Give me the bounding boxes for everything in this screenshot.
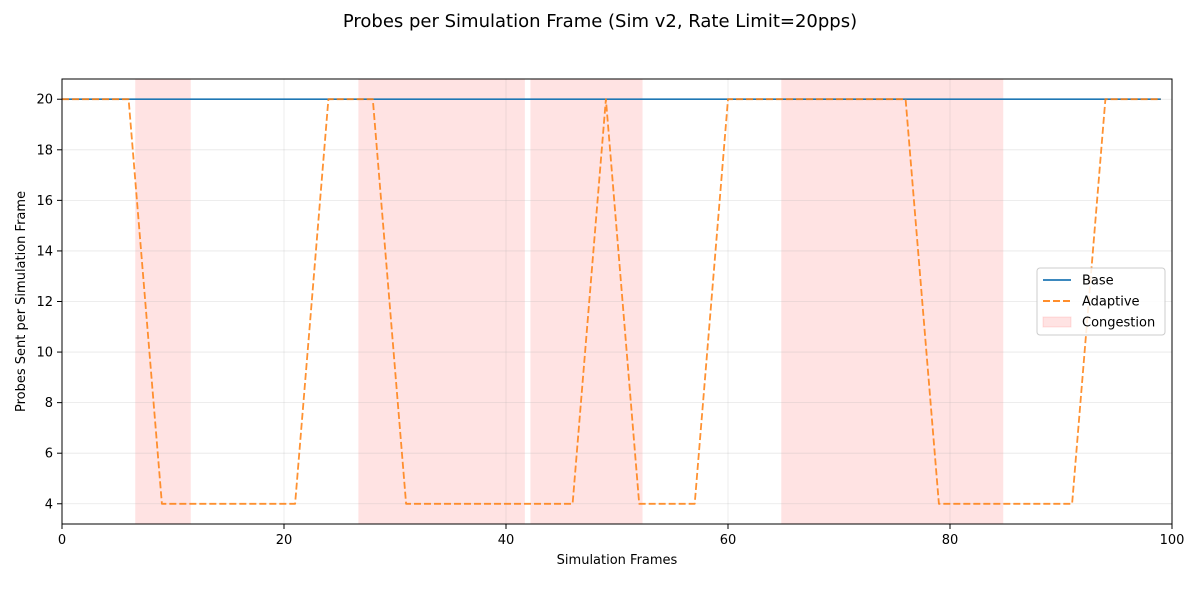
- congestion-band-3: [781, 79, 1004, 524]
- x-tick-label: 80: [942, 533, 959, 548]
- x-tick-label: 0: [58, 533, 66, 548]
- legend-label-congestion: Congestion: [1082, 316, 1155, 331]
- x-axis-label: Simulation Frames: [557, 553, 678, 568]
- y-tick-label: 6: [45, 447, 53, 462]
- congestion-band-0: [135, 79, 191, 524]
- x-tick-label: 20: [276, 533, 293, 548]
- y-tick-label: 18: [36, 143, 53, 158]
- legend: Base Adaptive Congestion: [1036, 267, 1166, 336]
- y-tick-label: 14: [36, 244, 53, 259]
- x-tick-label: 40: [498, 533, 515, 548]
- y-tick-label: 20: [36, 93, 53, 108]
- legend-label-base: Base: [1082, 274, 1114, 289]
- y-axis-label: Probes Sent per Simulation Frame: [14, 191, 29, 412]
- chart-title: Probes per Simulation Frame (Sim v2, Rat…: [343, 11, 857, 32]
- legend-label-adaptive: Adaptive: [1082, 295, 1140, 310]
- y-tick-label: 12: [36, 295, 53, 310]
- ticks-layer: 0 20 40 60 80 100 4 6 8 10 12 14 16 18 20: [36, 93, 1184, 548]
- y-tick-label: 8: [45, 396, 53, 411]
- congestion-band-2: [530, 79, 643, 524]
- congestion-layer: [135, 79, 1004, 524]
- y-tick-label: 4: [45, 497, 53, 512]
- legend-box: [1036, 267, 1166, 336]
- x-tick-label: 60: [720, 533, 737, 548]
- series-line-adaptive: [62, 98, 1161, 505]
- series-layer: [62, 98, 1161, 505]
- legend-swatch-congestion: [1042, 316, 1072, 328]
- y-tick-label: 10: [36, 346, 53, 361]
- x-tick-label: 100: [1160, 533, 1185, 548]
- y-tick-label: 16: [36, 194, 53, 209]
- congestion-band-1: [358, 79, 525, 524]
